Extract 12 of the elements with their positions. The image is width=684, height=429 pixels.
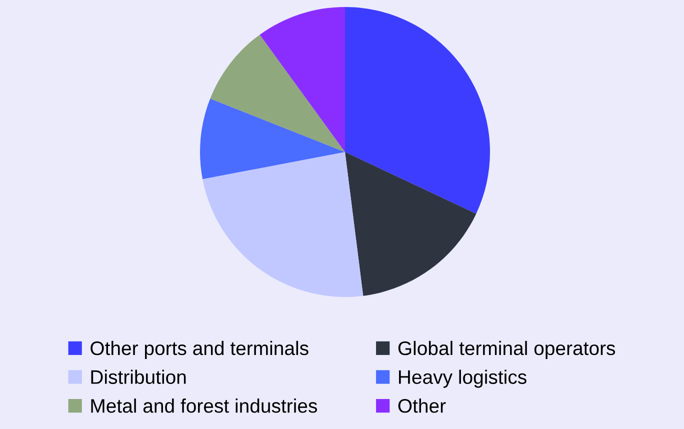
legend-label: Other ports and terminals	[90, 340, 308, 360]
pie-slice	[210, 34, 345, 152]
pie-slice	[260, 7, 345, 152]
legend-label: Metal and forest industries	[91, 398, 318, 413]
pie-slice	[202, 152, 364, 297]
pie-slice	[345, 152, 476, 296]
legend-label: Other	[398, 398, 446, 413]
pie-slice	[345, 7, 490, 214]
legend-label: Global terminal operators	[398, 340, 616, 360]
legend-label: Distribution	[91, 370, 186, 384]
pie-slice	[200, 98, 345, 180]
legend-label: Heavy logistics	[399, 370, 526, 388]
